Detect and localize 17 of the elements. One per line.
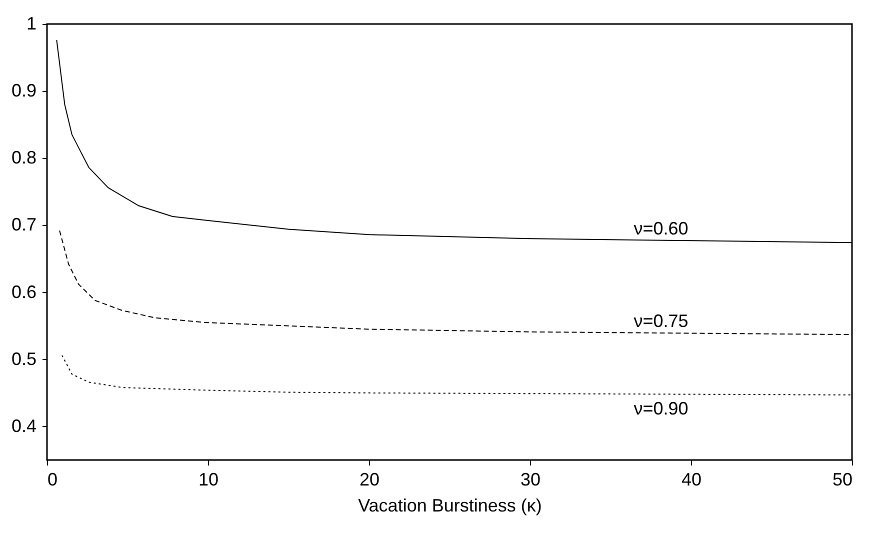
y-tick-label: 0.4 bbox=[11, 416, 36, 436]
y-tick-label: 0.8 bbox=[11, 148, 36, 168]
y-tick-label: 0.9 bbox=[11, 80, 36, 101]
series-label: ν=0.75 bbox=[634, 311, 688, 332]
x-tick-label: 50 bbox=[832, 470, 852, 490]
x-tick-label: 30 bbox=[520, 470, 541, 490]
x-axis-title: Vacation Burstiness (κ) bbox=[358, 496, 542, 516]
y-tick-label: 1 bbox=[26, 14, 36, 34]
x-tick-label: 20 bbox=[359, 470, 380, 490]
x-tick-label: 10 bbox=[198, 470, 219, 490]
series-label: ν=0.60 bbox=[634, 218, 688, 239]
y-tick-label: 0.7 bbox=[11, 214, 36, 235]
x-tick-label: 40 bbox=[681, 470, 702, 490]
y-tick-label: 0.5 bbox=[11, 348, 36, 369]
x-tick-label: 0 bbox=[48, 470, 58, 490]
y-tick-label: 0.6 bbox=[11, 282, 36, 302]
series-label: ν=0.90 bbox=[634, 398, 688, 418]
